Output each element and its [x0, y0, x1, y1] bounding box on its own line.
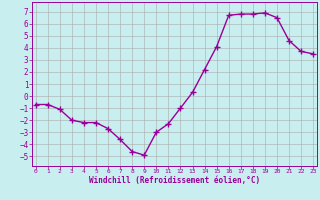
X-axis label: Windchill (Refroidissement éolien,°C): Windchill (Refroidissement éolien,°C)	[89, 176, 260, 185]
